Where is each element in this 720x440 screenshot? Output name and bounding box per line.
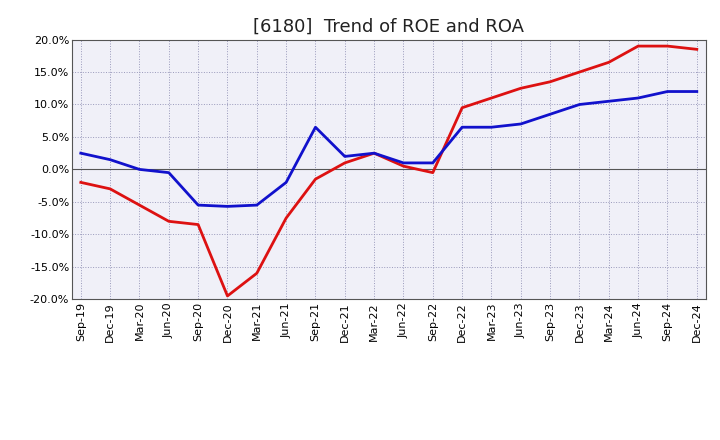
Line: ROE: ROE: [81, 46, 697, 296]
ROA: [164, 170, 173, 175]
ROA: [516, 121, 525, 127]
ROA: [428, 160, 437, 165]
ROE: [516, 86, 525, 91]
ROA: [634, 95, 642, 101]
ROE: [164, 219, 173, 224]
ROE: [341, 160, 349, 165]
ROE: [370, 150, 379, 156]
ROE: [693, 47, 701, 52]
ROE: [605, 60, 613, 65]
Title: [6180]  Trend of ROE and ROA: [6180] Trend of ROE and ROA: [253, 17, 524, 35]
ROE: [223, 293, 232, 299]
ROA: [253, 202, 261, 208]
ROA: [605, 99, 613, 104]
ROA: [135, 167, 144, 172]
ROE: [135, 202, 144, 208]
ROA: [282, 180, 290, 185]
ROE: [311, 176, 320, 182]
ROA: [223, 204, 232, 209]
ROE: [663, 44, 672, 49]
ROA: [487, 125, 496, 130]
ROA: [663, 89, 672, 94]
ROE: [487, 95, 496, 101]
ROA: [194, 202, 202, 208]
Line: ROA: ROA: [81, 92, 697, 206]
ROA: [546, 112, 554, 117]
ROE: [106, 186, 114, 191]
ROA: [76, 150, 85, 156]
ROA: [341, 154, 349, 159]
ROE: [575, 70, 584, 75]
ROA: [370, 150, 379, 156]
ROA: [693, 89, 701, 94]
ROE: [282, 216, 290, 221]
ROE: [428, 170, 437, 175]
ROE: [458, 105, 467, 110]
ROE: [76, 180, 85, 185]
ROA: [106, 157, 114, 162]
ROA: [311, 125, 320, 130]
ROE: [194, 222, 202, 227]
ROE: [399, 164, 408, 169]
ROA: [458, 125, 467, 130]
ROA: [399, 160, 408, 165]
ROA: [575, 102, 584, 107]
ROE: [253, 271, 261, 276]
ROE: [634, 44, 642, 49]
ROE: [546, 79, 554, 84]
